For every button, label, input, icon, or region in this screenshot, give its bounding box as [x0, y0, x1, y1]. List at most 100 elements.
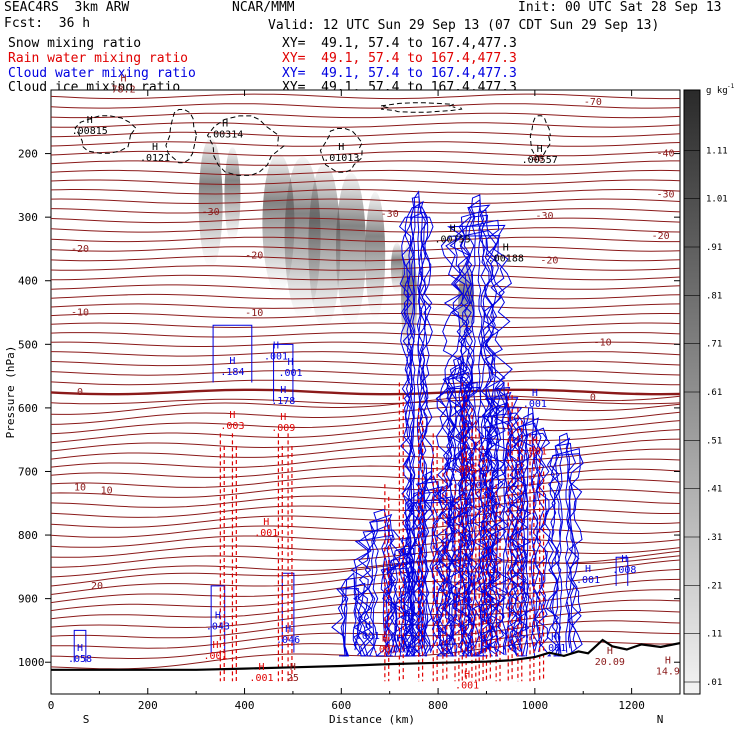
theta-contour [51, 188, 680, 195]
cloud-ice-contour [529, 115, 552, 157]
theta-contour [51, 131, 680, 138]
theta-contour [51, 303, 680, 309]
temperature-label: -40 [656, 149, 674, 160]
maximum-value: .001 [278, 368, 302, 379]
theta-contour [51, 141, 680, 147]
temperature-label: -30 [535, 211, 553, 222]
theta-contour [51, 103, 680, 109]
maximum-marker: H [464, 670, 470, 681]
theta-contour [51, 227, 680, 233]
theta-contour [51, 568, 680, 604]
maximum-value: .009 [271, 423, 295, 434]
y-tick-label: 600 [18, 402, 38, 415]
maximum-value: .00314 [207, 129, 243, 140]
colorbar-units-exponent: -1 [727, 83, 735, 90]
theta-contour [51, 438, 680, 460]
maximum-marker: H [222, 118, 228, 129]
temperature-label: 20 [91, 581, 103, 592]
y-tick-label: 400 [18, 275, 38, 288]
maximum-marker: H [87, 115, 93, 126]
temperature-label: 10 [74, 482, 86, 493]
temperature-label: -20 [245, 250, 263, 261]
snow-column [390, 242, 403, 294]
cloud-water-contour [273, 343, 294, 402]
maximum-value: .001 [387, 644, 411, 655]
header-init: Init: 00 UTC Sat 28 Sep 13 [518, 0, 722, 15]
theta-contour [51, 411, 680, 435]
cloud-ice-contour [165, 109, 198, 164]
maximum-value: .00557 [522, 155, 558, 166]
theta-contour [51, 284, 680, 290]
temperature-label: -10 [71, 308, 89, 319]
theta-contour [51, 555, 680, 578]
theta-contour [51, 112, 680, 119]
cloud-water-contour [396, 501, 461, 657]
x-axis-label: Distance (km) [329, 713, 415, 726]
theta-contour [51, 122, 680, 128]
cloud-water-contour [372, 508, 388, 657]
cloud-water-contour [475, 407, 526, 657]
maximum-value: .001 [542, 643, 566, 654]
colorbar-tick-label: .61 [706, 388, 722, 398]
maximum-marker: H [212, 640, 218, 651]
colorbar-tick-label: .71 [706, 340, 722, 350]
maximum-value: .001 [203, 651, 227, 662]
x-axis-ticks: 0 200 400 600 800 1000 1200 [48, 90, 645, 712]
cloud-water-contour [281, 572, 295, 653]
y-tick-label: 1000 [18, 656, 45, 669]
theta-contour [51, 403, 680, 425]
cloud-water-contour [524, 407, 536, 657]
maximum-marker: H [396, 633, 402, 644]
temperature-label: -30 [202, 207, 220, 218]
colorbar-ticks: 1.11 1.01 .91 .81 .71 .61 .51 .41 .31 .21 .11 .01 [684, 146, 728, 688]
maximum-marker: H [537, 144, 543, 155]
snow-column [335, 172, 366, 326]
maximum-marker: H [621, 554, 627, 565]
cloud-water-contour [515, 422, 545, 657]
theta-contour [51, 274, 680, 281]
maximum-value: 14.9 [656, 667, 680, 678]
temperature-label: -20 [71, 244, 89, 255]
y-tick-label: 200 [18, 148, 38, 161]
theta-contour [51, 236, 680, 243]
maximum-value: .001 [576, 575, 600, 586]
cloud-water-contour [404, 491, 452, 657]
cloud-water-contour [543, 453, 584, 657]
cloud-ice-contour [319, 128, 363, 173]
theta-contour [51, 429, 680, 452]
maximum-marker: H [215, 611, 221, 622]
maximum-marker: H [280, 385, 286, 396]
header-fcst: Fcst: 36 h [4, 16, 91, 31]
cloud-ice-contours [74, 102, 552, 176]
temperature-label: -10 [594, 337, 612, 348]
maximum-marker: H [263, 517, 269, 528]
theta-contour [51, 150, 680, 157]
maximum-marker: H [450, 223, 456, 234]
snow-column [308, 163, 341, 329]
maximum-value: .046 [276, 635, 300, 646]
y-tick-label: 700 [18, 465, 38, 478]
maximum-marker: H [382, 633, 388, 644]
theta-contour [51, 313, 680, 319]
temperature-label: 0 [77, 387, 83, 398]
maximum-marker: H [152, 142, 158, 153]
cloud-ice-contour [74, 115, 137, 154]
maximum-value: .008 [612, 565, 636, 576]
y-tick-label: 500 [18, 338, 38, 351]
theta-contour [51, 360, 680, 367]
rain-water-contours [219, 382, 545, 682]
cloud-water-contour [380, 562, 419, 657]
terrain-line [51, 638, 680, 671]
colorbar-tick-label: .01 [706, 678, 722, 688]
legend-snow-label: Snow mixing ratio [8, 36, 142, 51]
cloud-water-contour [445, 366, 470, 657]
header-title: SEAC4RS 3km ARW [4, 0, 130, 15]
temperature-label: -70 [584, 97, 602, 108]
maximum-value: .178 [271, 396, 295, 407]
x-tick-label: 0 [48, 699, 55, 712]
cloud-water-contour [392, 547, 406, 657]
theta-contour [51, 398, 680, 405]
maximum-marker: H [280, 412, 286, 423]
colorbar-tick-label: .41 [706, 485, 722, 495]
